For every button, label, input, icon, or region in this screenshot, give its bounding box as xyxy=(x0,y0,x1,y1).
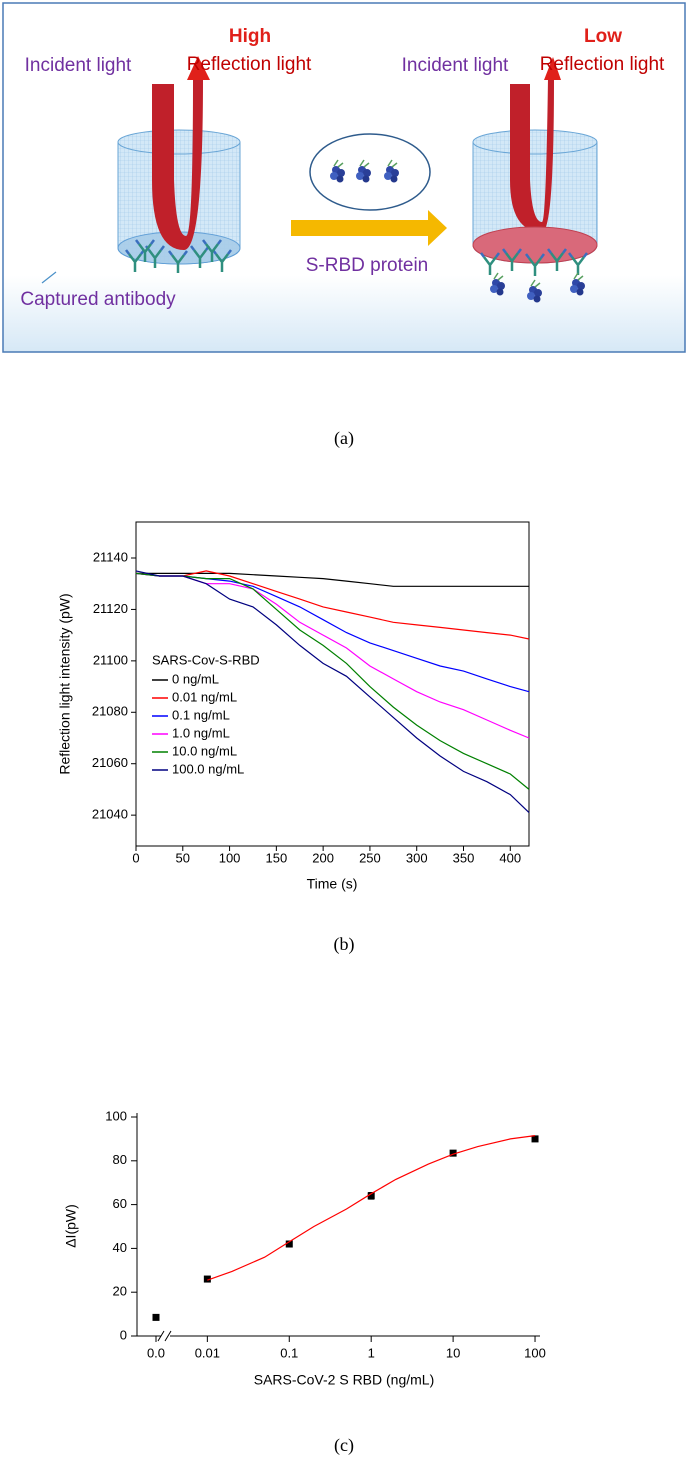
y-tick-label: 80 xyxy=(113,1152,127,1167)
legend-label: 1.0 ng/mL xyxy=(172,725,230,740)
x-axis-title: SARS-CoV-2 S RBD (ng/mL) xyxy=(254,1372,435,1388)
legend-label: 0 ng/mL xyxy=(172,671,219,686)
legend-label: 0.1 ng/mL xyxy=(172,707,230,722)
legend-label: 10.0 ng/mL xyxy=(172,743,237,758)
x-tick-label: 400 xyxy=(499,850,521,865)
x-tick-label: 200 xyxy=(312,850,334,865)
data-point xyxy=(203,1275,211,1283)
y-tick-label: 21080 xyxy=(92,704,128,719)
y-tick-label: 100 xyxy=(105,1108,127,1123)
y-tick-label: 21140 xyxy=(93,549,128,564)
label: S-RBD protein xyxy=(306,255,429,276)
y-tick-label: 21060 xyxy=(92,755,128,770)
binding-layer xyxy=(472,226,598,264)
x-tick-label: 300 xyxy=(406,850,428,865)
data-point xyxy=(449,1149,457,1157)
x-tick-label: 0.01 xyxy=(195,1345,220,1360)
label: Incident light xyxy=(25,55,132,76)
data-point xyxy=(285,1240,293,1248)
y-axis-title: Reflection light intensity (pW) xyxy=(57,593,73,774)
cylinder-top xyxy=(117,129,241,155)
fit-curve xyxy=(207,1135,536,1281)
x-axis-title: Time (s) xyxy=(307,876,358,892)
axis-break xyxy=(157,1330,172,1342)
series-line xyxy=(135,570,530,640)
x-tick-label: 0.0 xyxy=(147,1345,165,1360)
data-point xyxy=(152,1313,160,1321)
y-tick-label: 21100 xyxy=(93,652,128,667)
arrow-head xyxy=(187,56,210,80)
series-line xyxy=(136,572,529,587)
caption: (a) xyxy=(334,428,354,449)
y-tick-label: 21040 xyxy=(92,807,128,822)
data-point xyxy=(531,1135,539,1143)
legend-label: 100.0 ng/mL xyxy=(172,761,244,776)
x-tick-label: 100 xyxy=(524,1345,546,1360)
label: Low xyxy=(584,26,622,47)
plot-frame xyxy=(135,521,530,847)
caption: (b) xyxy=(334,934,355,955)
legend-label: 0.01 ng/mL xyxy=(172,689,237,704)
x-tick-label: 100 xyxy=(219,850,241,865)
label: Captured antibody xyxy=(20,289,176,310)
legend-title: SARS-Cov-S-RBD xyxy=(152,652,260,667)
caption: (c) xyxy=(334,1435,354,1456)
series-line xyxy=(135,570,530,814)
x-tick-label: 1 xyxy=(368,1345,375,1360)
label: High xyxy=(229,26,271,47)
y-tick-label: 21120 xyxy=(93,601,128,616)
light-path xyxy=(510,78,554,232)
x-tick-label: 150 xyxy=(266,850,288,865)
label: Reflection light xyxy=(540,54,665,75)
y-tick-label: 40 xyxy=(113,1240,127,1255)
process-arrow xyxy=(291,210,447,246)
diagram: Incident light High Reflection light Inc… xyxy=(2,2,686,353)
y-tick-label: 0 xyxy=(120,1327,127,1342)
leader-line xyxy=(41,271,57,284)
y-axis-title: ΔI(pW) xyxy=(63,1204,79,1248)
cylinder-top xyxy=(472,129,598,155)
series-line xyxy=(135,572,530,790)
data-point xyxy=(367,1192,375,1200)
arrow-head xyxy=(544,57,561,80)
x-tick-label: 0.1 xyxy=(280,1345,298,1360)
x-tick-label: 250 xyxy=(359,850,381,865)
x-tick-label: 10 xyxy=(446,1345,460,1360)
light-path xyxy=(152,78,203,250)
label: Reflection light xyxy=(187,54,312,75)
y-tick-label: 20 xyxy=(113,1284,127,1299)
x-tick-label: 0 xyxy=(132,850,139,865)
x-tick-label: 350 xyxy=(453,850,475,865)
y-tick-label: 60 xyxy=(113,1196,127,1211)
x-tick-label: 50 xyxy=(176,850,190,865)
label: Incident light xyxy=(402,55,509,76)
